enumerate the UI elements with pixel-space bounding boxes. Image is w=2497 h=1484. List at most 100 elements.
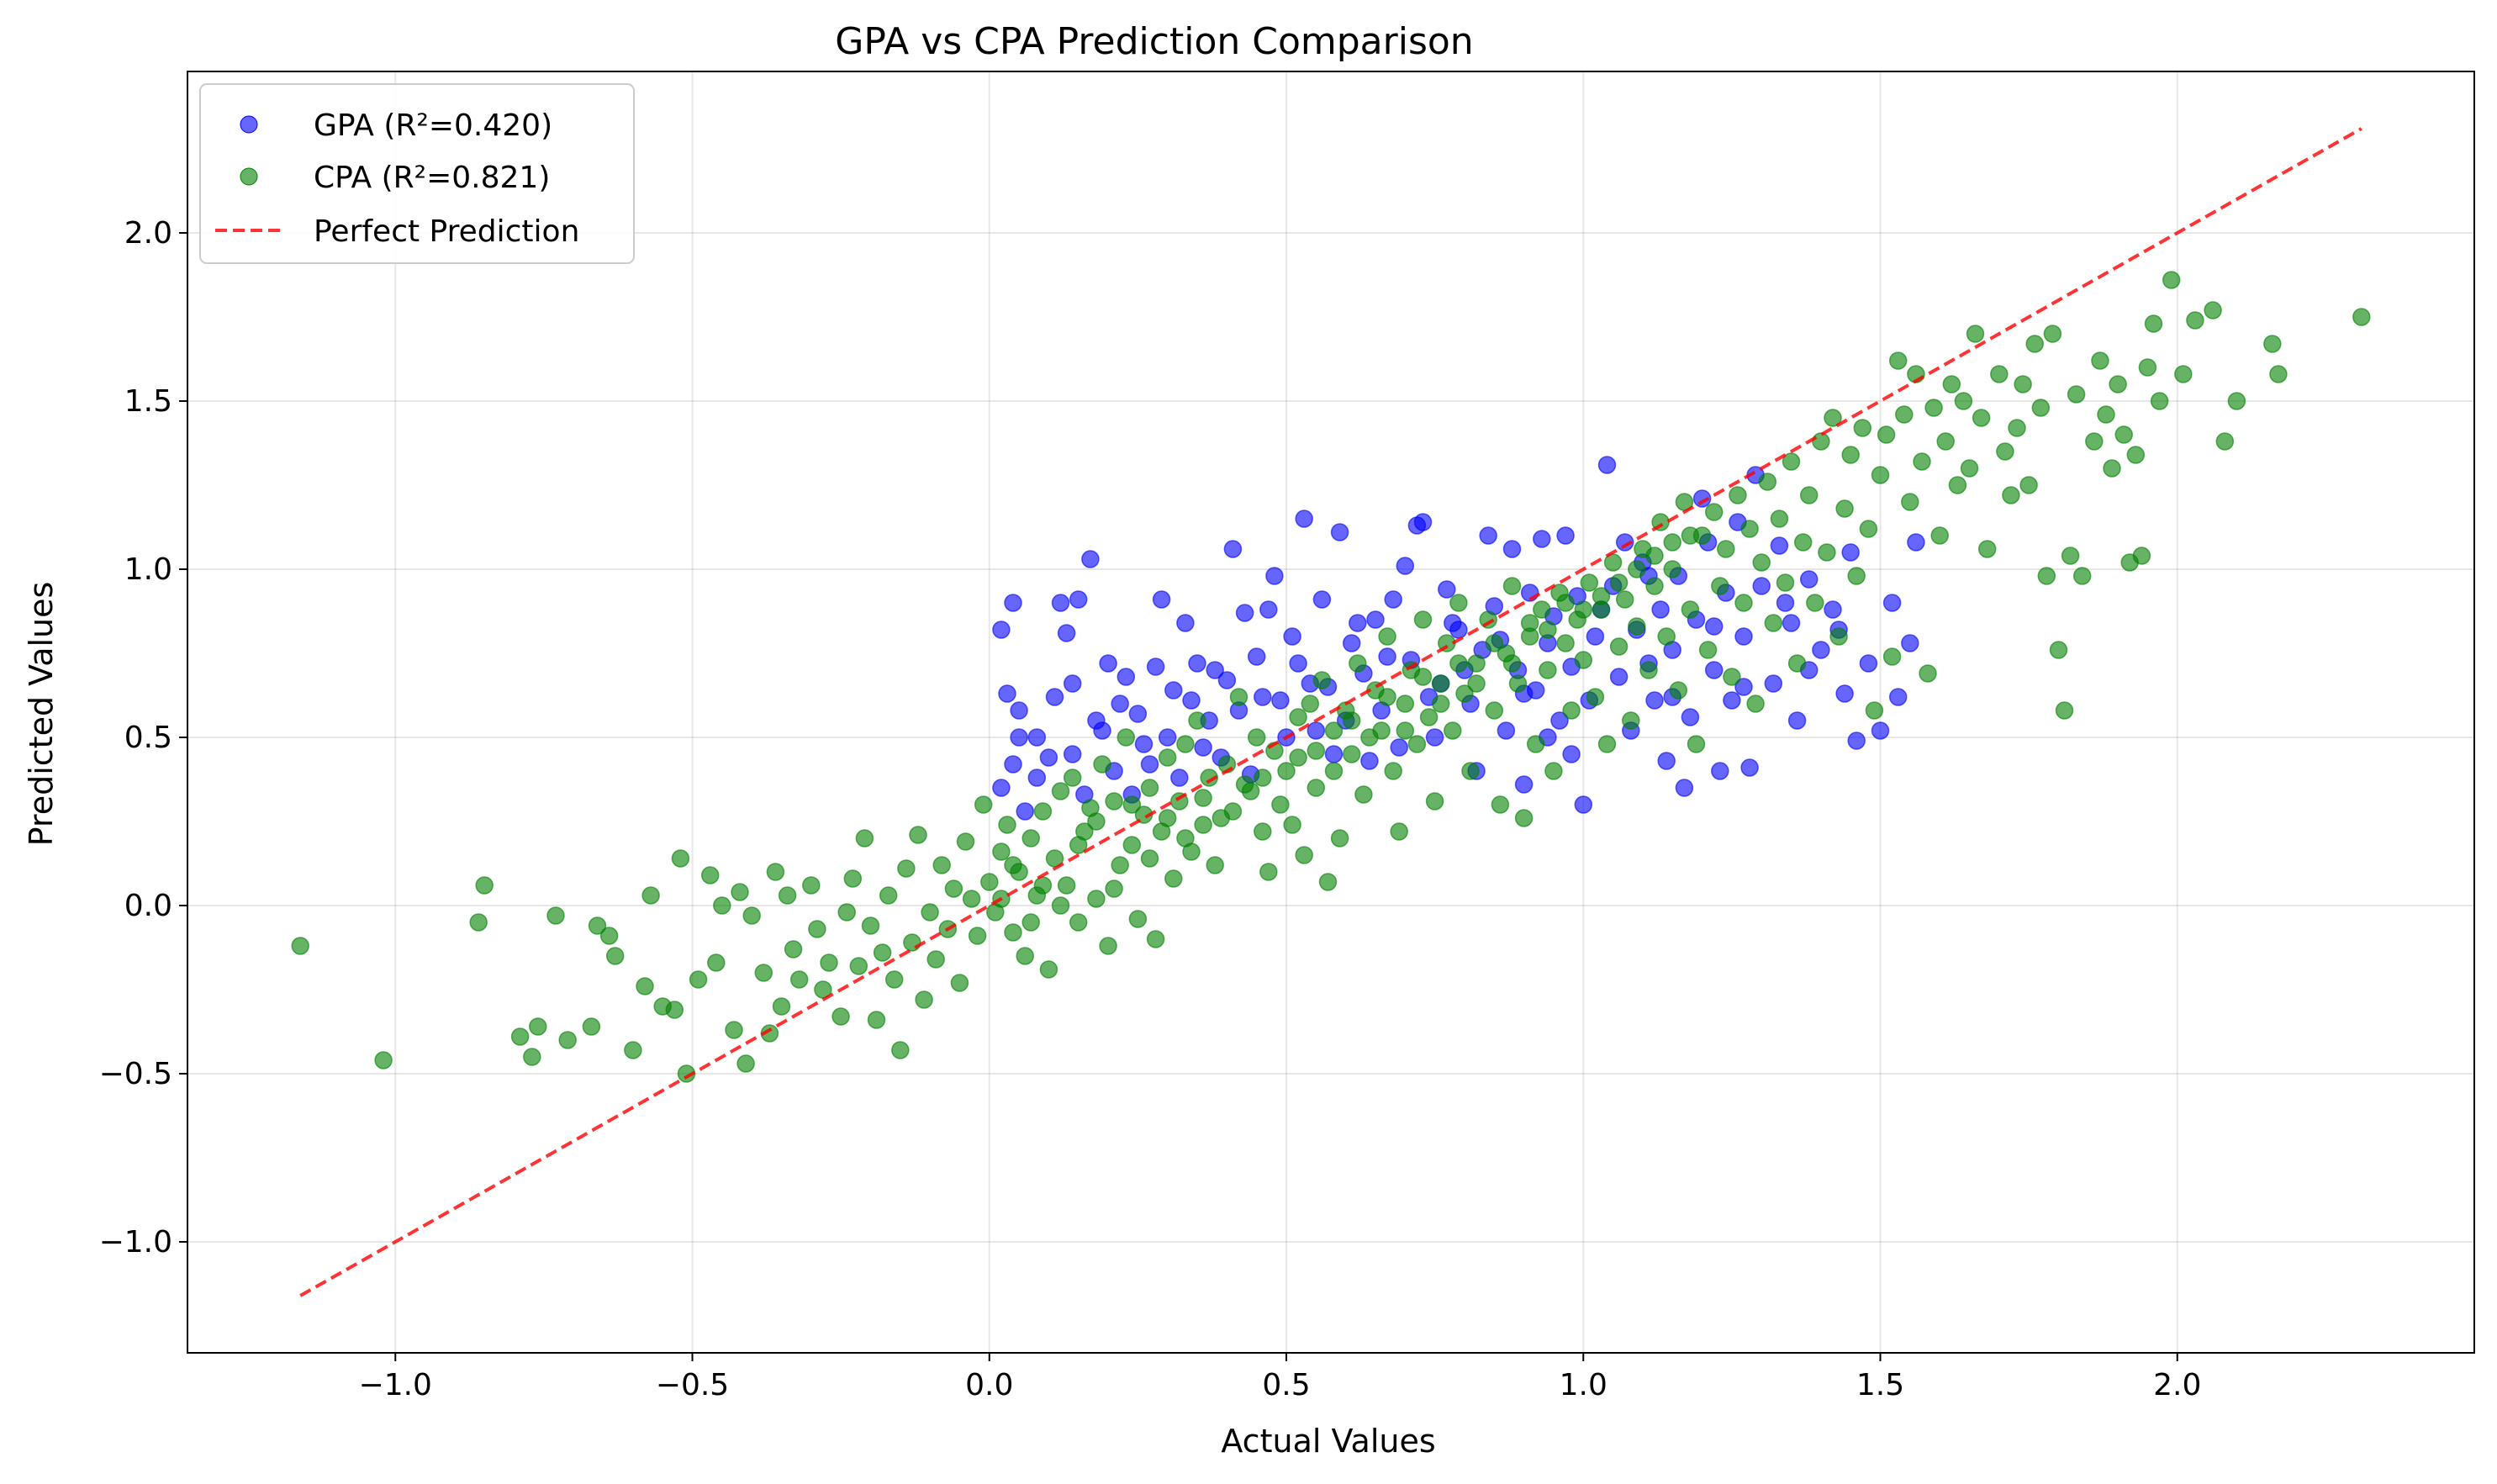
data-point-cpa (1865, 701, 1884, 720)
data-point-cpa (1069, 836, 1088, 854)
data-point-cpa (820, 953, 838, 972)
data-point-gpa (1045, 688, 1064, 706)
x-axis: −1.0 −0.5 0.0 0.5 1.0 1.5 2.0 (359, 1353, 2201, 1402)
x-tick-label: 0.5 (1262, 1368, 1310, 1402)
data-point-cpa (1717, 540, 1735, 558)
data-point-gpa (1366, 610, 1385, 629)
y-tick-label: 0.0 (124, 889, 172, 923)
data-point-cpa (599, 927, 619, 945)
data-point-cpa (2162, 271, 2181, 289)
data-point-cpa (1301, 694, 1320, 713)
data-point-gpa (1609, 668, 1629, 686)
data-point-cpa (778, 886, 797, 905)
data-point-cpa (1051, 896, 1070, 915)
data-point-cpa (1342, 711, 1361, 730)
data-point-cpa (475, 876, 494, 895)
data-point-cpa (1711, 577, 1729, 595)
data-point-cpa (2138, 358, 2157, 377)
data-point-gpa (1645, 691, 1664, 710)
data-point-cpa (1390, 822, 1408, 841)
data-point-cpa (558, 1031, 577, 1049)
data-point-cpa (879, 886, 898, 905)
data-point-cpa (1514, 809, 1534, 827)
data-point-cpa (1324, 721, 1344, 740)
data-point-cpa (2150, 392, 2169, 410)
data-point-cpa (932, 856, 951, 874)
data-point-gpa (1027, 728, 1047, 747)
data-point-gpa (1657, 752, 1676, 770)
data-point-cpa (1247, 728, 1266, 747)
data-point-cpa (754, 964, 773, 982)
data-point-cpa (1764, 614, 1783, 632)
data-point-gpa (1069, 590, 1088, 609)
data-point-cpa (1342, 745, 1361, 763)
data-point-cpa (1645, 547, 1664, 565)
data-point-cpa (1022, 829, 1040, 848)
data-point-gpa (1502, 540, 1522, 558)
data-point-cpa (374, 1051, 393, 1069)
data-point-cpa (1146, 930, 1165, 948)
data-point-gpa (1764, 674, 1783, 693)
data-point-cpa (469, 913, 488, 932)
data-point-gpa (1787, 711, 1807, 730)
data-point-cpa (1645, 577, 1664, 595)
data-point-gpa (1010, 701, 1028, 720)
data-point-cpa (837, 903, 856, 922)
data-point-cpa (624, 1041, 642, 1059)
data-point-cpa (641, 886, 660, 905)
data-point-cpa (1407, 735, 1427, 753)
data-point-cpa (2049, 641, 2068, 659)
data-point-gpa (1835, 684, 1854, 703)
data-point-cpa (742, 906, 761, 925)
data-point-cpa (546, 906, 565, 925)
plot-marks (291, 127, 2371, 1297)
data-point-cpa (1508, 674, 1528, 693)
data-point-cpa (1818, 543, 1836, 562)
data-point-cpa (884, 970, 904, 989)
x-tick-label: 2.0 (2153, 1368, 2201, 1402)
data-point-cpa (808, 920, 826, 938)
data-point-cpa (1022, 913, 1040, 932)
data-point-cpa (1812, 432, 1830, 451)
data-point-cpa (956, 832, 975, 851)
data-point-cpa (1824, 409, 1842, 427)
data-point-cpa (1479, 610, 1497, 629)
data-point-cpa (1254, 768, 1272, 787)
data-point-cpa (700, 866, 720, 885)
data-point-cpa (915, 990, 933, 1009)
data-point-cpa (1229, 688, 1248, 706)
data-point-cpa (1799, 486, 1819, 504)
data-point-cpa (1628, 560, 1646, 578)
data-point-cpa (1140, 779, 1159, 797)
data-point-cpa (1194, 789, 1212, 807)
data-point-cpa (1729, 486, 1747, 504)
data-point-cpa (1063, 768, 1082, 787)
perfect-prediction-line (299, 127, 2362, 1297)
data-point-cpa (1746, 694, 1765, 713)
data-point-cpa (2103, 459, 2121, 478)
data-point-gpa (1206, 661, 1224, 679)
data-point-gpa (1295, 510, 1313, 528)
data-point-cpa (1212, 809, 1231, 827)
data-point-cpa (707, 953, 726, 972)
data-point-cpa (1609, 637, 1629, 656)
data-point-gpa (1271, 691, 1290, 710)
data-point-cpa (1295, 846, 1313, 864)
data-point-gpa (1651, 600, 1670, 619)
data-point-cpa (1449, 654, 1468, 673)
data-point-cpa (1485, 701, 1504, 720)
data-point-cpa (529, 1017, 547, 1036)
data-point-cpa (992, 842, 1011, 861)
data-point-cpa (1413, 610, 1433, 629)
data-point-gpa (1556, 526, 1575, 545)
data-point-cpa (772, 997, 791, 1016)
data-point-cpa (1176, 735, 1195, 753)
data-point-gpa (1027, 768, 1047, 787)
data-point-cpa (849, 957, 868, 975)
data-point-cpa (1111, 856, 1129, 874)
data-point-cpa (1782, 452, 1801, 471)
data-point-cpa (1004, 856, 1022, 874)
data-point-gpa (1615, 533, 1634, 552)
data-point-cpa (1681, 526, 1700, 545)
data-point-cpa (1057, 876, 1076, 895)
